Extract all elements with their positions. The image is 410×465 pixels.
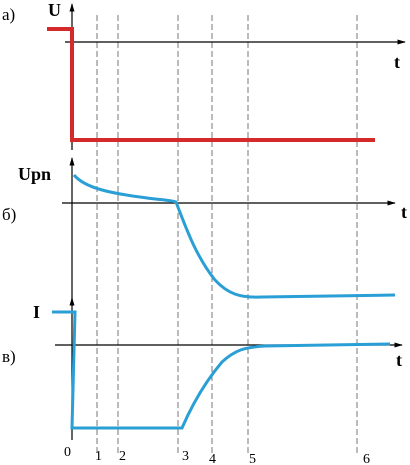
panel-label: в): [2, 347, 16, 366]
time-mark-label: 1: [95, 449, 102, 464]
time-mark-label: 4: [209, 452, 216, 465]
panel-label: б): [2, 205, 16, 224]
axis-label: t: [394, 52, 400, 72]
time-mark-label: 5: [249, 452, 256, 465]
quantity-label: U: [48, 0, 61, 20]
quantity-label: I: [33, 302, 40, 322]
time-mark-label: 6: [363, 452, 370, 465]
upn-curve: [72, 173, 396, 299]
time-mark-label: 0: [64, 445, 71, 460]
time-mark-label: 2: [119, 449, 126, 464]
time-mark-label: 3: [182, 449, 189, 464]
time-mark-lines: [96, 15, 358, 455]
voltage-curve: [47, 27, 375, 142]
axis-label: t: [401, 202, 407, 222]
axis-label: t: [396, 350, 402, 370]
panel-label: а): [2, 5, 15, 24]
quantity-label: Upn: [18, 164, 51, 184]
current-curve: [52, 310, 391, 430]
